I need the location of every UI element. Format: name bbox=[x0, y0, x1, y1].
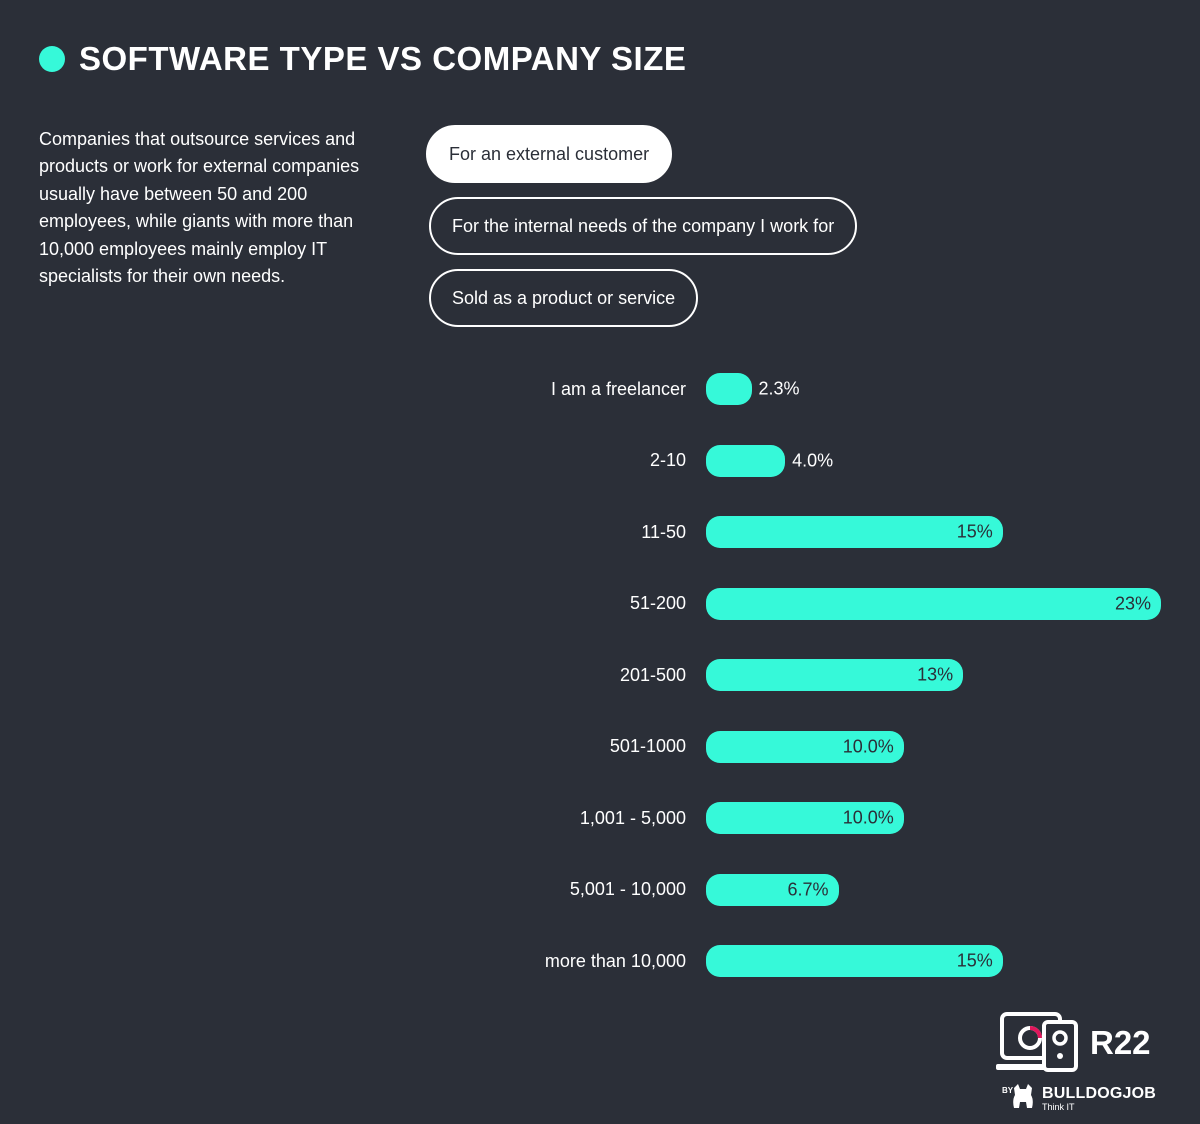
bar[interactable] bbox=[706, 945, 1003, 977]
series-toggle-internal-needs[interactable]: For the internal needs of the company I … bbox=[429, 197, 858, 255]
value-label: 15% bbox=[956, 950, 993, 971]
value-label: 4.0% bbox=[792, 450, 834, 470]
bulldog-icon bbox=[1013, 1084, 1033, 1108]
page-title: SOFTWARE TYPE VS COMPANY SIZE bbox=[79, 40, 687, 77]
title-bullet-icon bbox=[39, 46, 65, 72]
category-label: 11-50 bbox=[641, 521, 686, 542]
category-label: 2-10 bbox=[649, 450, 686, 470]
bar[interactable] bbox=[706, 587, 1161, 620]
bar[interactable] bbox=[706, 516, 1003, 548]
bar[interactable] bbox=[706, 730, 904, 763]
bar-row: 11-50 15% bbox=[0, 516, 1200, 548]
report-logo-icon bbox=[996, 1012, 1078, 1072]
series-toggle-external-customer[interactable]: For an external customer bbox=[426, 125, 673, 183]
report-name: R22 bbox=[1090, 1024, 1151, 1061]
bar-row: I am a freelancer 2.3% bbox=[0, 373, 1200, 405]
value-label: 10.0% bbox=[842, 736, 894, 756]
bar-row: more than 10,000 15% bbox=[0, 945, 1200, 977]
bar-row: 1,001 - 5,000 10.0% bbox=[0, 802, 1200, 834]
series-selector: For an external customer For the interna… bbox=[426, 125, 858, 341]
chart-description: Companies that outsource services and pr… bbox=[39, 129, 360, 287]
brand-tagline: Think IT bbox=[1042, 1102, 1075, 1112]
value-label: 6.7% bbox=[787, 879, 829, 899]
bar[interactable] bbox=[706, 802, 904, 834]
bar[interactable] bbox=[706, 659, 964, 691]
value-label: 23% bbox=[1114, 593, 1151, 613]
bar-row: 51-200 23% bbox=[0, 587, 1200, 620]
category-label: 501-1000 bbox=[609, 736, 686, 756]
bar-row: 501-1000 10.0% bbox=[0, 730, 1200, 763]
category-label: more than 10,000 bbox=[544, 950, 686, 971]
category-label: 51-200 bbox=[629, 593, 686, 613]
bar-row: 201-500 13% bbox=[0, 659, 1200, 691]
bar[interactable] bbox=[706, 373, 752, 405]
series-toggle-product-or-service[interactable]: Sold as a product or service bbox=[429, 269, 699, 327]
bar[interactable] bbox=[706, 444, 786, 477]
header: SOFTWARE TYPE VS COMPANY SIZE bbox=[39, 40, 686, 78]
bar[interactable] bbox=[706, 873, 839, 906]
bar-row: 5,001 - 10,000 6.7% bbox=[0, 873, 1200, 906]
r22-bulldogjob-logo: R22 BY BULLDOGJOB Think IT bbox=[996, 1010, 1166, 1120]
category-label: 201-500 bbox=[619, 664, 686, 685]
logo-by: BY bbox=[1002, 1086, 1014, 1095]
category-label: 5,001 - 10,000 bbox=[569, 879, 686, 899]
category-label: 1,001 - 5,000 bbox=[579, 807, 686, 828]
value-label: 13% bbox=[917, 664, 954, 685]
value-label: 2.3% bbox=[758, 378, 800, 399]
value-label: 10.0% bbox=[842, 807, 894, 828]
bar-row: 2-10 4.0% bbox=[0, 444, 1200, 477]
value-label: 15% bbox=[956, 521, 993, 542]
category-label: I am a freelancer bbox=[550, 378, 686, 399]
brand-name: BULLDOGJOB bbox=[1042, 1085, 1156, 1102]
